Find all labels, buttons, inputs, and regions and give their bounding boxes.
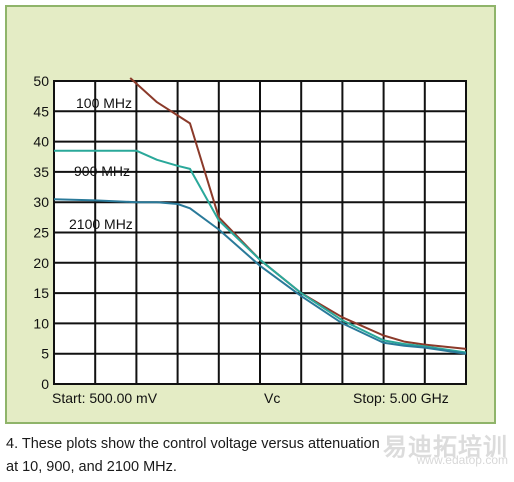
x-axis-label: Vc	[264, 390, 280, 406]
x-stop-label: Stop: 5.00 GHz	[353, 390, 449, 406]
y-tick-label: 0	[41, 376, 49, 392]
y-tick-label: 30	[33, 194, 49, 210]
y-tick-label: 35	[33, 164, 49, 180]
y-tick-label: 50	[33, 73, 49, 89]
y-tick-label: 25	[33, 225, 49, 241]
x-start-label: Start: 500.00 mV	[52, 390, 158, 406]
figure-caption: 4. These plots show the control voltage …	[6, 433, 506, 479]
caption-line-1: 4. These plots show the control voltage …	[6, 436, 380, 452]
watermark-logo: 易迪拓培训 www.edatop.com	[383, 427, 508, 467]
y-tick-labels: 0 5 10 15 20 25 30 35 40 45 50	[33, 73, 49, 392]
y-tick-label: 15	[33, 285, 49, 301]
series-label-100mhz: 100 MHz	[76, 95, 132, 111]
series-label-900mhz: 900 MHz	[74, 163, 130, 179]
y-tick-label: 45	[33, 103, 49, 119]
series-line-1	[54, 149, 467, 354]
y-tick-label: 5	[41, 346, 49, 362]
y-tick-label: 20	[33, 255, 49, 271]
attenuation-chart: 0 5 10 15 20 25 30 35 40 45 50 100 MHz 900 MHz 210…	[33, 73, 467, 406]
watermark-text: 易迪拓培训	[383, 434, 508, 461]
watermark-url: www.edatop.com	[416, 453, 508, 467]
plot-frame	[53, 80, 467, 385]
series-line-2	[53, 198, 467, 355]
series-label-2100mhz: 2100 MHz	[69, 216, 133, 232]
y-tick-label: 40	[33, 134, 49, 150]
series-lines	[53, 77, 467, 355]
y-tick-label: 10	[33, 315, 49, 331]
caption-line-2: at 10, 900, and 2100 MHz.	[6, 459, 177, 475]
